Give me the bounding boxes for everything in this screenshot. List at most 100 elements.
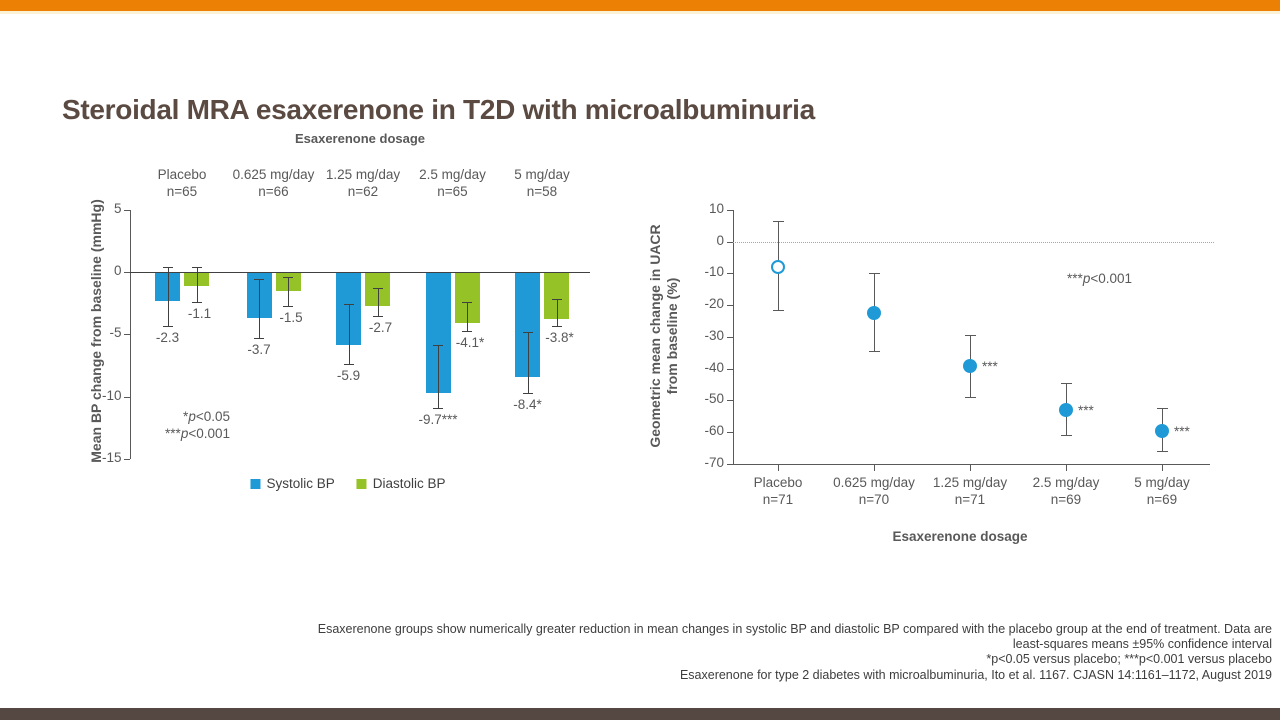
y-axis-line-right (733, 209, 734, 464)
error-bar-cap (1060, 435, 1072, 437)
category-label: 5 mg/day n=69 (1134, 475, 1190, 507)
significance-note-left: *p<0.05 ***p<0.001 (165, 409, 230, 441)
zero-line-left (129, 272, 590, 273)
error-bar-cap (433, 345, 443, 347)
data-point-filled (1155, 423, 1169, 438)
error-bar-line (259, 279, 260, 338)
bar-value-label: -4.1* (455, 334, 485, 350)
error-bar-cap (372, 288, 383, 290)
footer-bar (0, 708, 1280, 720)
legend-label: Diastolic BP (372, 476, 446, 491)
bar-value-label: -1.1 (187, 305, 212, 321)
x-axis-title-right: Esaxerenone dosage (892, 529, 1028, 544)
error-bar-cap (462, 301, 472, 303)
error-bar-cap (772, 309, 784, 311)
error-bar-cap (964, 335, 976, 337)
error-bar-cap (254, 279, 264, 281)
error-bar-cap (343, 304, 354, 306)
bar-value-label: -3.7 (247, 341, 271, 357)
legend-swatch-systolic (250, 478, 261, 489)
category-label: Placebo n=71 (753, 475, 803, 507)
y-axis-tick-label-right: -40 (704, 359, 724, 375)
error-bar-cap (868, 273, 880, 275)
y-axis-tick-right (727, 336, 733, 338)
data-point-filled (1059, 402, 1073, 417)
y-axis-tick-left (123, 334, 130, 336)
bar-value-label: -2.3 (155, 329, 180, 345)
y-axis-tick-left (123, 458, 130, 460)
category-label: 1.25 mg/day n=71 (932, 475, 1008, 507)
top-accent-bar (0, 0, 1280, 11)
error-bar-cap (964, 397, 976, 399)
error-bar-cap (343, 364, 354, 366)
error-bar-cap (1060, 382, 1072, 384)
error-bar-line (467, 301, 468, 331)
error-bar-cap (283, 305, 293, 307)
y-axis-tick-right (727, 273, 733, 275)
y-axis-tick-label-right: -20 (704, 296, 724, 312)
bar-value-label: -5.9 (336, 368, 361, 384)
y-axis-tick-label-right: -50 (704, 391, 724, 407)
significance-stars: *** (1174, 423, 1190, 439)
error-bar-cap (372, 315, 383, 317)
error-bar-cap (551, 299, 562, 301)
data-point-open (771, 260, 785, 275)
legend-item: Systolic BP (250, 476, 335, 491)
y-axis-tick-label-left: -10 (101, 387, 122, 403)
error-bar-cap (162, 325, 173, 327)
category-header: 2.5 mg/day n=65 (419, 167, 486, 199)
category-header: Placebo n=65 (157, 167, 207, 199)
category-header: 0.625 mg/day n=66 (232, 167, 315, 199)
y-axis-tick-label-right: 10 (708, 200, 724, 216)
y-axis-tick-label-right: -30 (704, 327, 724, 343)
left-chart-dosage-header: Esaxerenone dosage (294, 131, 426, 146)
error-bar-cap (772, 221, 784, 223)
category-header: 1.25 mg/day n=62 (325, 167, 401, 199)
caption-line: Esaxerenone for type 2 diabetes with mic… (679, 667, 1272, 682)
error-bar-cap (551, 325, 562, 327)
category-label: 0.625 mg/day n=70 (833, 475, 915, 507)
caption-line: least-squares means ±95% confidence inte… (1012, 637, 1272, 652)
error-bar-line (438, 345, 439, 408)
y-axis-line-left (129, 209, 131, 459)
y-axis-tick-right (727, 463, 733, 465)
legend-item: Diastolic BP (356, 476, 446, 491)
error-bar-line (288, 276, 289, 306)
error-bar-cap (522, 392, 533, 394)
error-bar-line (377, 288, 379, 316)
x-axis-tick-right (1066, 463, 1067, 471)
zero-dotted-line (733, 241, 1214, 243)
y-axis-tick-left (123, 272, 130, 273)
bar-value-label: -1.5 (279, 309, 303, 325)
y-axis-tick-label-right: -60 (704, 423, 724, 439)
caption-line: *p<0.05 versus placebo; ***p<0.001 versu… (986, 652, 1272, 667)
error-bar-cap (162, 267, 173, 269)
data-point-filled (963, 358, 977, 373)
bar-value-label: -9.7*** (418, 411, 458, 427)
y-axis-tick-right (727, 368, 733, 370)
significance-stars: *** (982, 358, 998, 374)
error-bar-line (348, 304, 350, 365)
data-point-filled (867, 306, 881, 321)
caption-line: Esaxerenone groups show numerically grea… (317, 622, 1272, 636)
significance-note-right: ***p<0.001 (1067, 271, 1132, 286)
error-bar-cap (283, 276, 293, 278)
y-axis-tick-label-right: -70 (704, 454, 724, 470)
y-axis-tick-label-right: 0 (716, 232, 724, 248)
bar-value-label: -3.8* (545, 329, 574, 345)
legend-label: Systolic BP (266, 476, 335, 491)
x-axis-tick-right (1162, 463, 1163, 471)
category-label: 2.5 mg/day n=69 (1032, 475, 1100, 507)
y-axis-title-right: Geometric mean change in UACR from baseli… (647, 224, 680, 448)
y-axis-tick-left (123, 396, 130, 398)
y-axis-tick-right (727, 400, 733, 402)
bar-value-label: -8.4* (513, 396, 542, 412)
error-bar-cap (462, 330, 472, 332)
y-axis-tick-right (727, 432, 733, 434)
error-bar-cap (191, 267, 202, 269)
y-axis-tick-label-left: -15 (101, 449, 122, 465)
y-axis-tick-left (123, 209, 130, 211)
error-bar-cap (1156, 451, 1168, 453)
error-bar-line (527, 331, 529, 393)
